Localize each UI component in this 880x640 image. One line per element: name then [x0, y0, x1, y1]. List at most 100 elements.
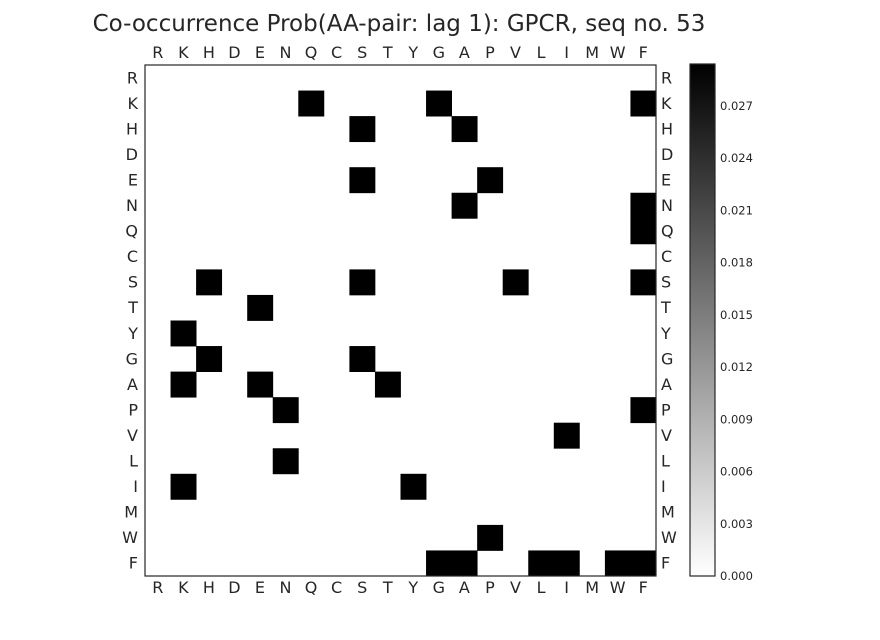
- x-tick-label-top: E: [255, 43, 265, 62]
- y-tick-label-right: K: [661, 94, 672, 113]
- heatmap-cell-H-A: [451, 116, 478, 143]
- x-tick-label-bottom: L: [537, 578, 546, 597]
- y-tick-label-left: P: [128, 400, 138, 419]
- y-tick-label-right: M: [661, 503, 675, 522]
- heatmap-cell-W-P: [477, 524, 504, 551]
- x-tick-label-top: F: [639, 43, 648, 62]
- y-tick-label-right: D: [661, 145, 673, 164]
- y-tick-label-left: T: [127, 298, 138, 317]
- y-tick-label-right: G: [661, 349, 673, 368]
- heatmap-cell-A-E: [247, 371, 274, 398]
- x-tick-label-bottom: R: [152, 578, 163, 597]
- x-tick-label-bottom: W: [610, 578, 626, 597]
- heatmap-cell-E-S: [349, 167, 376, 194]
- y-tick-label-right: R: [661, 68, 672, 87]
- x-tick-label-bottom: Q: [305, 578, 318, 597]
- x-tick-label-bottom: H: [203, 578, 215, 597]
- heatmap-cell-F-A: [451, 550, 478, 577]
- x-tick-label-top: L: [537, 43, 546, 62]
- x-tick-label-bottom: A: [459, 578, 470, 597]
- heatmap-cell-F-G: [426, 550, 452, 577]
- heatmap-cell-A-K: [170, 371, 197, 398]
- x-tick-label-top: N: [280, 43, 292, 62]
- y-tick-label-right: I: [661, 477, 666, 496]
- x-tick-label-bottom: K: [178, 578, 189, 597]
- heatmap-cell-A-T: [374, 371, 401, 398]
- heatmap-plot-area: RRKKHHDDEENNQQCCSSTTYYGGAAPPVVLLIIMMWWFF…: [122, 43, 677, 597]
- x-tick-label-top: A: [459, 43, 470, 62]
- y-tick-label-right: N: [661, 196, 673, 215]
- heatmap-cell-F-F: [630, 550, 657, 577]
- heatmap-cell-I-Y: [400, 473, 427, 500]
- x-tick-label-bottom: P: [485, 578, 495, 597]
- y-tick-label-left: Y: [127, 324, 138, 343]
- y-tick-label-right: Q: [661, 222, 674, 241]
- colorbar-tick-label: 0.006: [720, 465, 753, 479]
- x-tick-label-top: C: [331, 43, 342, 62]
- x-tick-label-bottom: E: [255, 578, 265, 597]
- heatmap-cell-N-A: [451, 192, 478, 219]
- colorbar-tick-label: 0.018: [720, 256, 753, 270]
- heatmap-cell-S-F: [630, 269, 657, 296]
- y-tick-label-left: R: [127, 68, 138, 87]
- x-tick-label-top: K: [178, 43, 189, 62]
- x-tick-label-top: Y: [407, 43, 418, 62]
- x-tick-label-top: Q: [305, 43, 318, 62]
- x-tick-label-bottom: D: [228, 578, 240, 597]
- y-tick-label-left: M: [124, 503, 138, 522]
- heatmap-cell-S-V: [502, 269, 529, 296]
- y-tick-label-right: A: [661, 375, 672, 394]
- chart-title: Co-occurrence Prob(AA-pair: lag 1): GPCR…: [93, 11, 706, 37]
- heatmap-cell-I-K: [170, 473, 197, 500]
- x-tick-label-top: V: [510, 43, 521, 62]
- x-tick-label-bottom: I: [564, 578, 569, 597]
- y-tick-label-left: E: [128, 170, 138, 189]
- y-tick-label-left: Q: [125, 222, 138, 241]
- heatmap-frame: [144, 64, 657, 577]
- y-tick-label-right: E: [661, 170, 671, 189]
- heatmap-cell-F-L: [528, 550, 555, 577]
- y-tick-label-right: F: [661, 554, 670, 573]
- x-tick-label-top: W: [610, 43, 626, 62]
- x-tick-label-bottom: Y: [407, 578, 418, 597]
- heatmap-cell-G-H: [196, 346, 223, 372]
- heatmap-cell-V-I: [553, 422, 580, 449]
- heatmap-cell-Q-F: [630, 218, 657, 245]
- y-tick-label-right: T: [660, 298, 671, 317]
- x-tick-label-bottom: T: [382, 578, 393, 597]
- y-tick-label-right: Y: [660, 324, 671, 343]
- heatmap-cell-K-G: [426, 90, 452, 117]
- y-tick-label-left: G: [126, 349, 138, 368]
- y-tick-label-right: P: [661, 400, 671, 419]
- colorbar-tick-label: 0.021: [720, 203, 753, 217]
- x-tick-label-bottom: F: [639, 578, 648, 597]
- y-tick-label-right: W: [661, 528, 677, 547]
- heatmap-cell-K-F: [630, 90, 657, 117]
- heatmap-cell-F-I: [553, 550, 580, 577]
- x-tick-label-top: T: [382, 43, 393, 62]
- heatmap-cell-E-P: [477, 167, 504, 194]
- y-tick-label-right: V: [661, 426, 672, 445]
- colorbar-tick-label: 0.024: [720, 151, 753, 165]
- y-tick-label-right: S: [661, 273, 671, 292]
- heatmap-cell-K-Q: [298, 90, 325, 117]
- x-tick-label-bottom: V: [510, 578, 521, 597]
- y-tick-label-left: S: [128, 273, 138, 292]
- heatmap-cell-Y-K: [170, 320, 197, 347]
- x-tick-label-bottom: G: [433, 578, 445, 597]
- heatmap-cell-H-S: [349, 116, 376, 143]
- x-tick-label-top: S: [357, 43, 367, 62]
- colorbar-tick-label: 0.012: [720, 360, 753, 374]
- colorbar: 0.000 0.003 0.006 0.009 0.012 0.015 0.018 0.021…: [689, 63, 753, 583]
- y-tick-label-left: I: [133, 477, 138, 496]
- colorbar-tick-label: 0.003: [720, 517, 753, 531]
- colorbar-tick-label: 0.027: [720, 99, 753, 113]
- colorbar-gradient: [690, 64, 715, 576]
- heatmap-cell-T-E: [247, 294, 274, 321]
- y-tick-label-right: L: [661, 452, 670, 471]
- y-tick-label-left: N: [126, 196, 138, 215]
- heatmap-cell-P-N: [272, 397, 299, 424]
- x-tick-label-bottom: C: [331, 578, 342, 597]
- x-tick-label-top: I: [564, 43, 569, 62]
